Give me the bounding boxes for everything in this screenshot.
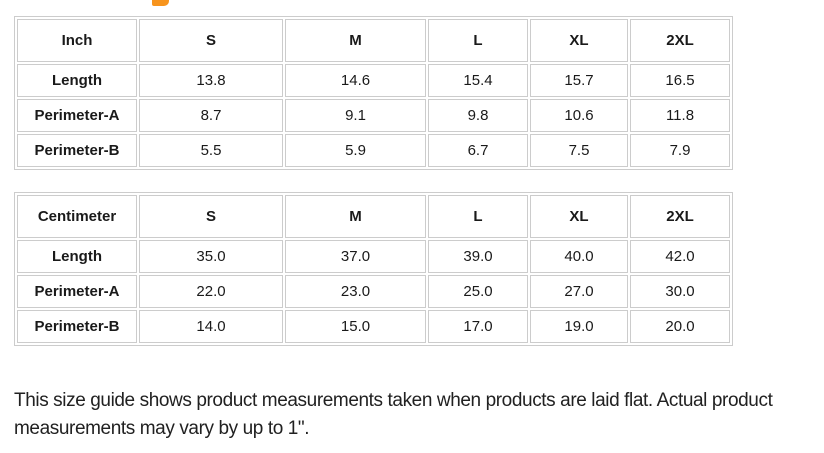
- size-header-cell: S: [139, 19, 283, 62]
- value-cell: 8.7: [139, 99, 283, 132]
- value-cell: 13.8: [139, 64, 283, 97]
- table-row: Length 13.8 14.6 15.4 15.7 16.5: [17, 64, 730, 97]
- table-header-row: Centimeter S M L XL 2XL: [17, 195, 730, 238]
- value-cell: 15.4: [428, 64, 528, 97]
- value-cell: 25.0: [428, 275, 528, 308]
- value-cell: 7.5: [530, 134, 628, 167]
- value-cell: 14.0: [139, 310, 283, 343]
- value-cell: 40.0: [530, 240, 628, 273]
- size-table-centimeter: Centimeter S M L XL 2XL Length 35.0 37.0…: [14, 192, 733, 346]
- table-header-row: Inch S M L XL 2XL: [17, 19, 730, 62]
- unit-header-cell: Centimeter: [17, 195, 137, 238]
- size-guide-section: Inch S M L XL 2XL Length 13.8 14.6 15.4 …: [14, 16, 804, 443]
- value-cell: 7.9: [630, 134, 730, 167]
- value-cell: 16.5: [630, 64, 730, 97]
- value-cell: 10.6: [530, 99, 628, 132]
- value-cell: 11.8: [630, 99, 730, 132]
- value-cell: 14.6: [285, 64, 426, 97]
- table-row: Perimeter-A 8.7 9.1 9.8 10.6 11.8: [17, 99, 730, 132]
- size-header-cell: XL: [530, 195, 628, 238]
- value-cell: 9.1: [285, 99, 426, 132]
- row-label-cell: Length: [17, 64, 137, 97]
- size-header-cell: M: [285, 195, 426, 238]
- value-cell: 23.0: [285, 275, 426, 308]
- value-cell: 42.0: [630, 240, 730, 273]
- table-row: Perimeter-A 22.0 23.0 25.0 27.0 30.0: [17, 275, 730, 308]
- size-header-cell: L: [428, 19, 528, 62]
- row-label-cell: Perimeter-B: [17, 310, 137, 343]
- heading-text-cutoff: [152, 0, 169, 6]
- table-row: Perimeter-B 5.5 5.9 6.7 7.5 7.9: [17, 134, 730, 167]
- value-cell: 5.9: [285, 134, 426, 167]
- value-cell: 37.0: [285, 240, 426, 273]
- value-cell: 17.0: [428, 310, 528, 343]
- size-header-cell: 2XL: [630, 195, 730, 238]
- value-cell: 9.8: [428, 99, 528, 132]
- value-cell: 27.0: [530, 275, 628, 308]
- unit-header-cell: Inch: [17, 19, 137, 62]
- size-header-cell: L: [428, 195, 528, 238]
- size-header-cell: 2XL: [630, 19, 730, 62]
- size-header-cell: XL: [530, 19, 628, 62]
- value-cell: 6.7: [428, 134, 528, 167]
- size-note-text: This size guide shows product measuremen…: [14, 390, 773, 439]
- row-label-cell: Length: [17, 240, 137, 273]
- row-label-cell: Perimeter-A: [17, 275, 137, 308]
- size-header-cell: M: [285, 19, 426, 62]
- row-label-cell: Perimeter-B: [17, 134, 137, 167]
- size-header-cell: S: [139, 195, 283, 238]
- size-table-inch: Inch S M L XL 2XL Length 13.8 14.6 15.4 …: [14, 16, 733, 170]
- value-cell: 5.5: [139, 134, 283, 167]
- value-cell: 20.0: [630, 310, 730, 343]
- value-cell: 39.0: [428, 240, 528, 273]
- value-cell: 22.0: [139, 275, 283, 308]
- table-row: Length 35.0 37.0 39.0 40.0 42.0: [17, 240, 730, 273]
- value-cell: 35.0: [139, 240, 283, 273]
- row-label-cell: Perimeter-A: [17, 99, 137, 132]
- value-cell: 15.0: [285, 310, 426, 343]
- value-cell: 30.0: [630, 275, 730, 308]
- value-cell: 19.0: [530, 310, 628, 343]
- table-row: Perimeter-B 14.0 15.0 17.0 19.0 20.0: [17, 310, 730, 343]
- value-cell: 15.7: [530, 64, 628, 97]
